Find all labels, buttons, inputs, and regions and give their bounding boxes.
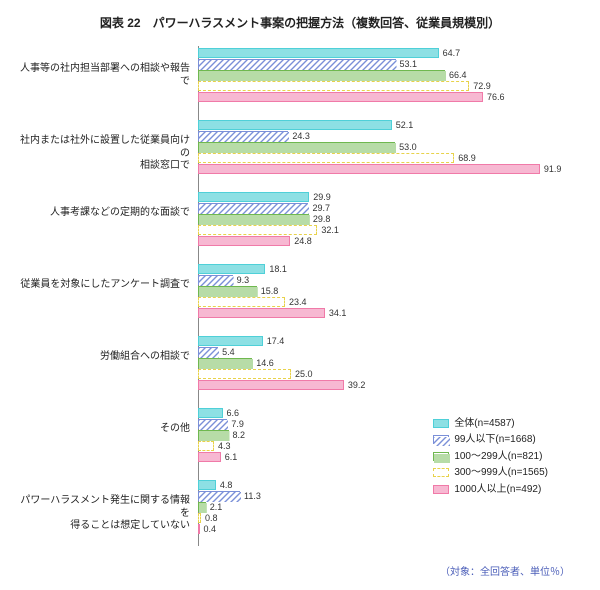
- bar: [198, 192, 309, 202]
- bar-value: 6.1: [225, 452, 238, 462]
- bar: [198, 275, 233, 285]
- category-label: 人事等の社内担当部署への相談や報告で: [20, 63, 190, 88]
- legend-item: 1000人以上(n=492): [433, 482, 548, 498]
- bar: [198, 236, 290, 246]
- bar: [198, 120, 392, 130]
- bar: [198, 441, 214, 451]
- bar-value: 17.4: [267, 336, 285, 346]
- bar: [198, 358, 252, 368]
- bar: [198, 480, 216, 490]
- bar-value: 18.1: [269, 264, 287, 274]
- bar: [198, 92, 483, 102]
- bar: [198, 70, 445, 80]
- category-label: 社内または社外に設置した従業員向けの相談窓口で: [20, 135, 190, 173]
- bar-value: 32.1: [321, 225, 339, 235]
- legend-label: 1000人以上(n=492): [454, 482, 541, 498]
- bar-value: 39.2: [348, 380, 366, 390]
- bar: [198, 419, 227, 429]
- legend-label: 全体(n=4587): [454, 416, 514, 432]
- bar-value: 7.9: [231, 419, 244, 429]
- bar-value: 29.7: [312, 203, 330, 213]
- bar-value: 2.1: [210, 502, 223, 512]
- bar-value: 5.4: [222, 347, 235, 357]
- bar-value: 29.8: [313, 214, 331, 224]
- category-label: パワーハラスメント発生に関する情報を得ることは想定していない: [20, 495, 190, 533]
- bar-value: 23.4: [289, 297, 307, 307]
- bar-value: 15.8: [261, 286, 279, 296]
- bar: [198, 48, 439, 58]
- bar: [198, 153, 454, 163]
- legend-label: 300～999人(n=1565): [454, 465, 548, 481]
- bar-value: 52.1: [396, 120, 414, 130]
- legend-item: 99人以下(n=1668): [433, 432, 548, 448]
- category-label: 労働組合への相談で: [20, 351, 190, 364]
- chart-footnote: （対象：全回答者、単位％）: [440, 563, 570, 578]
- bar: [198, 347, 218, 357]
- legend-swatch: [433, 419, 449, 428]
- bar-value: 14.6: [256, 358, 274, 368]
- bar-value: 4.3: [218, 441, 231, 451]
- bar-value: 91.9: [544, 164, 562, 174]
- bar: [198, 524, 200, 534]
- bar: [198, 264, 265, 274]
- bar-value: 24.3: [292, 131, 310, 141]
- bar-value: 25.0: [295, 369, 313, 379]
- category-label: 従業員を対象にしたアンケート調査で: [20, 279, 190, 292]
- bar-value: 24.8: [294, 236, 312, 246]
- bar: [198, 308, 325, 318]
- bar-value: 29.9: [313, 192, 331, 202]
- bar: [198, 203, 308, 213]
- legend-label: 99人以下(n=1668): [454, 432, 535, 448]
- legend: 全体(n=4587)99人以下(n=1668)100～299人(n=821)30…: [433, 416, 548, 499]
- category-label: 人事考課などの定期的な面談で: [20, 207, 190, 220]
- bar: [198, 297, 285, 307]
- bar: [198, 502, 206, 512]
- bar: [198, 491, 240, 501]
- legend-label: 100～299人(n=821): [454, 449, 542, 465]
- bar: [198, 369, 291, 379]
- bar-value: 72.9: [473, 81, 491, 91]
- bar-value: 64.7: [443, 48, 461, 58]
- bar: [198, 142, 395, 152]
- bar-value: 11.3: [244, 491, 261, 501]
- bar: [198, 214, 309, 224]
- bar-value: 76.6: [487, 92, 505, 102]
- category-label: その他: [20, 423, 190, 436]
- bar: [198, 164, 540, 174]
- legend-item: 300～999人(n=1565): [433, 465, 548, 481]
- legend-swatch: [433, 452, 449, 461]
- bar: [198, 452, 221, 462]
- bar: [198, 336, 263, 346]
- bar-value: 0.8: [205, 513, 218, 523]
- bar-value: 34.1: [329, 308, 347, 318]
- legend-swatch: [433, 435, 449, 444]
- legend-item: 100～299人(n=821): [433, 449, 548, 465]
- bar-value: 8.2: [233, 430, 246, 440]
- bar: [198, 286, 257, 296]
- bar: [198, 225, 317, 235]
- bar-value: 6.6: [227, 408, 240, 418]
- bar: [198, 380, 344, 390]
- bar: [198, 513, 201, 523]
- bar: [198, 81, 469, 91]
- bar: [198, 131, 288, 141]
- legend-swatch: [433, 485, 449, 494]
- bar-value: 53.1: [400, 59, 418, 69]
- chart-title: 図表 22 パワーハラスメント事案の把握方法（複数回答、従業員規模別）: [0, 0, 600, 49]
- bar-value: 4.8: [220, 480, 233, 490]
- bar: [198, 59, 396, 69]
- bar: [198, 430, 229, 440]
- bar-value: 9.3: [237, 275, 250, 285]
- bar-value: 0.4: [203, 524, 216, 534]
- bar-value: 68.9: [458, 153, 476, 163]
- bar-value: 66.4: [449, 70, 467, 80]
- legend-item: 全体(n=4587): [433, 416, 548, 432]
- chart-area: 64.7 53.1 66.4 72.976.6 52.1 24.3 53.0 68.9 91.9…: [20, 46, 580, 546]
- legend-swatch: [433, 468, 449, 477]
- bar: [198, 408, 223, 418]
- bar-value: 53.0: [399, 142, 417, 152]
